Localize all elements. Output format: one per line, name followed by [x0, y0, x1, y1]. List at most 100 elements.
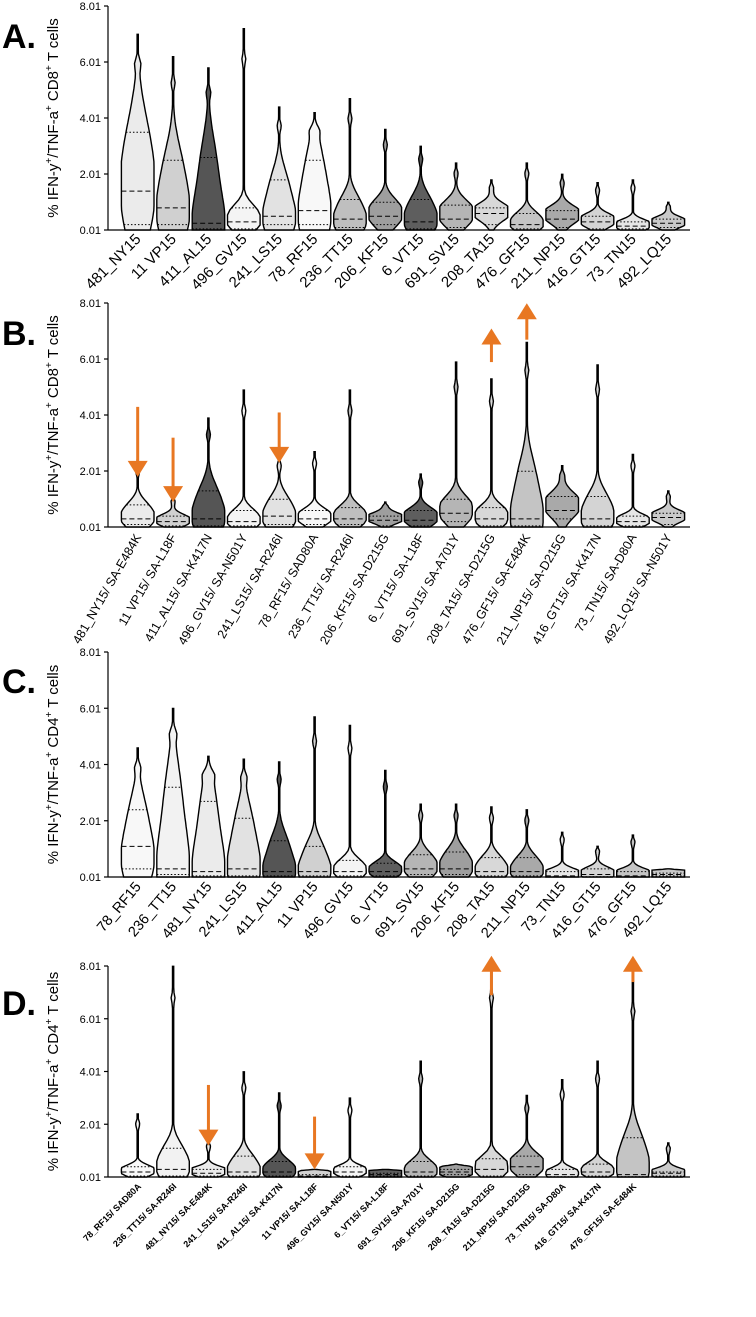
violin-shape — [120, 747, 155, 878]
y-tick-label: 0.01 — [80, 522, 101, 534]
x-tick-label: 73_TN15/ SA-D80A — [504, 1181, 568, 1245]
violin-shape — [262, 106, 297, 231]
panel-0: A. % IFN-y+/TNF-a+ CD8+ T cells 0.01 2.01 4.… — [2, 1, 690, 294]
violin-shape — [439, 361, 473, 528]
violin-shape — [156, 707, 190, 878]
arrow-head — [304, 1153, 325, 1170]
violin-shape — [474, 806, 509, 878]
arrow-down — [163, 437, 184, 503]
violin-shape — [262, 1092, 297, 1178]
violin-shape — [156, 965, 190, 1178]
y-tick-label: 2.01 — [80, 466, 101, 478]
violin-shape — [616, 179, 650, 231]
violin-shape — [156, 56, 190, 231]
violin-shape — [474, 378, 509, 528]
violin-shape — [226, 389, 261, 528]
y-tick-label: 8.01 — [80, 647, 101, 659]
y-tick-label: 4.01 — [80, 760, 101, 772]
x-tick-label: 691_SV15/ SA-A701Y — [389, 531, 463, 646]
x-tick-label: 241_LS15/ SA-R246I — [215, 532, 286, 641]
violin-shape — [297, 451, 332, 528]
x-tick-label: 241_LS15/ SA-R246I — [181, 1181, 249, 1249]
violin-shape — [474, 965, 509, 1178]
violin-shape — [509, 341, 544, 528]
violin-shape — [297, 716, 332, 878]
violin-shape — [333, 389, 367, 528]
arrow-head — [481, 955, 502, 972]
violin-shape — [403, 473, 438, 528]
violin-shape — [368, 501, 403, 528]
violin-shape — [226, 758, 261, 878]
violin-shape — [545, 1079, 580, 1178]
violin-shape — [191, 417, 226, 528]
arrow-down — [269, 412, 290, 463]
arrow-head — [163, 486, 184, 503]
violin-shape — [651, 490, 686, 528]
violin-shape — [545, 831, 580, 878]
x-tick-label: 78_RF15/ SAD80A — [81, 1181, 143, 1243]
violin-shape — [297, 112, 332, 231]
arrow-down — [127, 406, 148, 477]
arrow-up — [516, 303, 537, 340]
arrow-down — [304, 1116, 325, 1170]
violin-shape — [191, 755, 226, 878]
violin-shape — [226, 28, 261, 231]
y-axis-label: % IFN-y+/TNF-a+ CD8+ T cells — [44, 315, 62, 515]
violin-shape — [403, 1060, 438, 1178]
panel-letter: B. — [2, 315, 36, 353]
y-tick-label: 6.01 — [80, 57, 101, 69]
x-tick-label: 481_NY15 — [82, 231, 144, 293]
violin-shape — [580, 182, 615, 231]
violin-shape — [262, 761, 297, 878]
arrow-up — [481, 328, 502, 363]
violin-shape — [474, 179, 509, 231]
y-tick-label: 2.01 — [80, 1119, 101, 1131]
panel-letter: D. — [2, 985, 36, 1023]
violin-shape — [509, 1094, 544, 1178]
x-tick-label: 206_KF15/ SA-D215G — [390, 1181, 461, 1252]
violin-shape — [439, 1163, 473, 1178]
violin-shape — [509, 809, 544, 878]
y-tick-label: 2.01 — [80, 816, 101, 828]
x-tick-label: 411_AL15/ SA-K417N — [214, 1181, 285, 1252]
violin-shape — [191, 67, 226, 231]
violin-7: 6_VT15/ SA-L18F — [332, 1168, 403, 1240]
x-tick-label: 416_GT15/ SA-K417N — [529, 532, 604, 647]
y-tick-label: 2.01 — [80, 169, 101, 181]
violin-15: 492_LQ15 — [620, 868, 686, 941]
arrow-head — [516, 303, 537, 320]
violin-shape — [368, 128, 403, 231]
x-tick-label: 496_GV15/ SA-N501Y — [284, 1181, 355, 1252]
x-tick-label: 691_SV15/ SA-A701Y — [355, 1181, 426, 1252]
violin-shape — [651, 1142, 686, 1178]
panels: A. % IFN-y+/TNF-a+ CD8+ T cells 0.01 2.01 4.… — [2, 1, 690, 1253]
arrow-head — [198, 1129, 219, 1146]
y-tick-label: 8.01 — [80, 961, 101, 973]
violin-shape — [403, 145, 438, 231]
y-tick-label: 0.01 — [80, 1172, 101, 1184]
violin-shape — [545, 173, 580, 231]
panel-2: C. % IFN-y+/TNF-a+ CD4+ T cells 0.01 2.01 4.… — [2, 647, 690, 943]
y-tick-label: 0.01 — [80, 872, 101, 884]
violin-shape — [509, 162, 544, 231]
x-tick-label: 476_GF15/ SA-E484K — [459, 531, 534, 646]
violin-14: 476_GF15/ SA-E484K — [567, 981, 650, 1252]
panel-letter: C. — [2, 663, 36, 701]
x-tick-label: 416_GT15/ SA-K417N — [532, 1181, 603, 1252]
violin-shape — [580, 364, 615, 528]
violin-15 — [651, 1142, 686, 1178]
violin-shape — [333, 1097, 367, 1178]
violin-shape — [616, 453, 650, 528]
violin-2: 411_AL15/ SA-K417N — [142, 417, 226, 644]
violin-shape — [651, 201, 686, 231]
x-tick-label: 208_TA15/ SA-D215G — [426, 1181, 497, 1252]
violin-shape — [333, 98, 367, 231]
violin-0: 481_NY15/ SA-E484K — [70, 459, 155, 646]
x-tick-label: 236_TT15/ SA-R246I — [285, 532, 356, 641]
x-tick-label: 208_TA15/ SA-D215G — [424, 532, 498, 647]
violin-shape — [439, 162, 473, 231]
panel-3: D. % IFN-y+/TNF-a+ CD4+ T cells 0.01 2.01 4.… — [2, 955, 690, 1253]
violin-shape — [616, 981, 650, 1178]
violin-5: 11 VP15/ SA-L18F — [259, 1168, 332, 1242]
